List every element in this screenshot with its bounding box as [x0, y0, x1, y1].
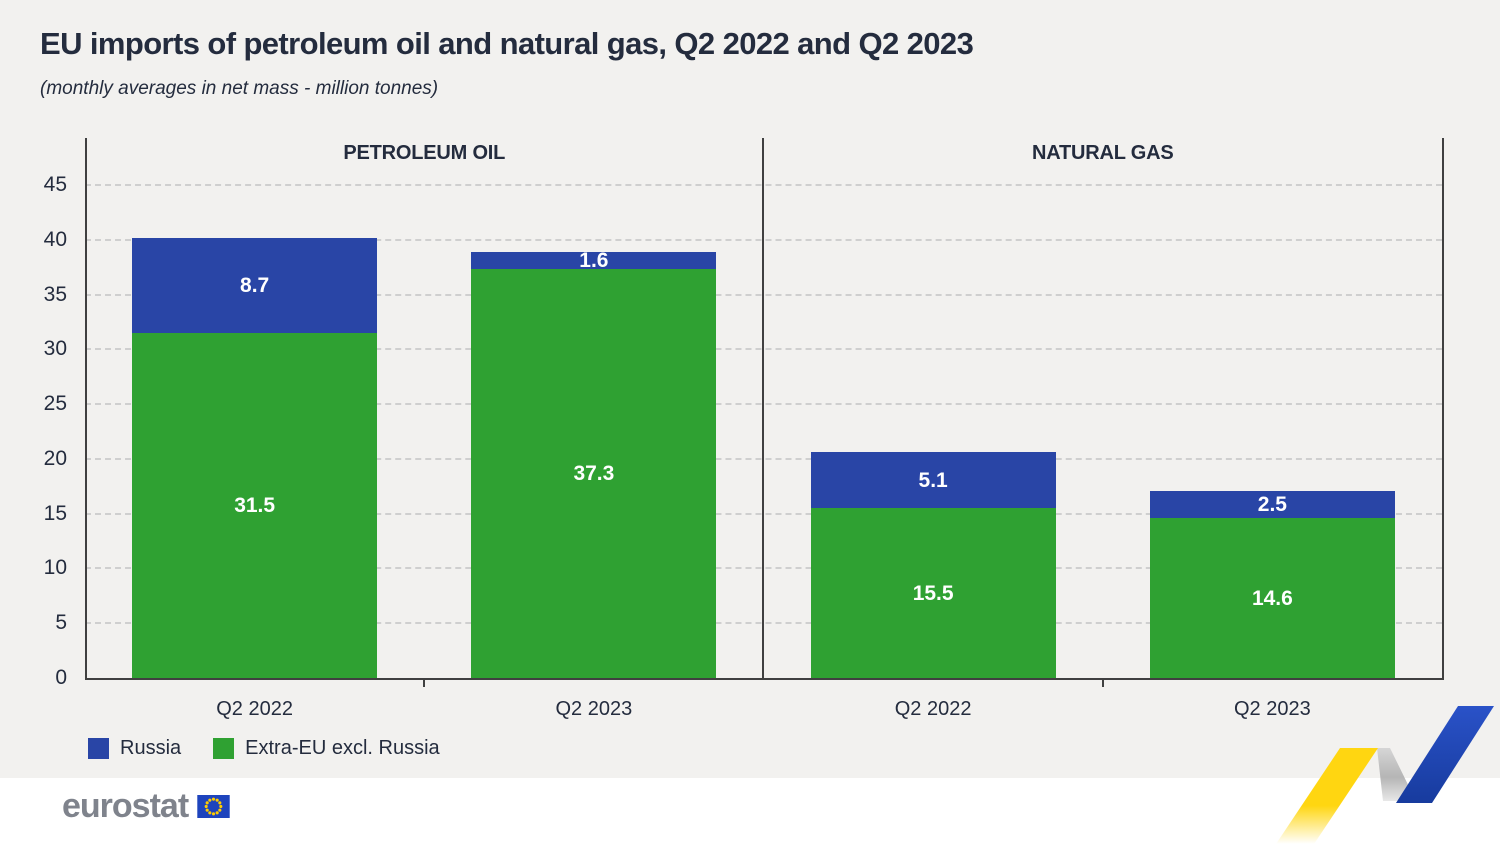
y-axis-line	[85, 138, 87, 678]
legend-item: Extra-EU excl. Russia	[213, 737, 440, 760]
chart-title: EU imports of petroleum oil and natural …	[40, 26, 974, 61]
bar-segment-extra-eu: 14.6	[1149, 518, 1395, 678]
legend-label: Extra-EU excl. Russia	[245, 737, 440, 759]
category-tick	[423, 678, 426, 687]
bar-value-label: 37.3	[573, 462, 615, 486]
bar-value-label: 31.5	[234, 493, 276, 517]
eurostat-logo: eurostat	[62, 789, 230, 823]
y-axis-label: 40	[43, 227, 67, 251]
bar-value-label: 15.5	[912, 581, 954, 605]
legend: Russia Extra-EU excl. Russia	[88, 737, 440, 760]
bar-segment-extra-eu: 15.5	[810, 508, 1056, 678]
y-axis-label: 10	[43, 556, 67, 580]
category-label: Q2 2023	[1234, 698, 1311, 720]
category-label: Q2 2022	[216, 698, 293, 720]
eurostat-logo-text: eurostat	[62, 787, 189, 825]
category-tick	[1101, 678, 1104, 687]
y-axis-label: 30	[43, 337, 67, 361]
y-axis-label: 45	[43, 173, 67, 196]
bar-value-label: 5.1	[918, 468, 948, 492]
y-axis-label: 25	[43, 392, 67, 416]
bar-segment-russia: 5.1	[810, 452, 1056, 509]
bar-segment-russia: 1.6	[471, 249, 717, 273]
bar-value-label: 8.7	[240, 273, 270, 297]
y-axis-label: 5	[55, 611, 67, 635]
plot-right-border	[1442, 138, 1444, 678]
panel-header: NATURAL GAS	[1031, 142, 1174, 164]
bar-value-label: 1.6	[579, 249, 609, 273]
category-label: Q2 2022	[894, 698, 972, 720]
bar-segment-extra-eu: 37.3	[471, 269, 717, 678]
y-axis-label: 15	[43, 501, 67, 525]
bar-value-label: 2.5	[1257, 492, 1287, 516]
bar-value-label: 14.6	[1251, 586, 1293, 610]
y-axis-label: 20	[43, 446, 67, 470]
footer-strip	[0, 778, 1500, 844]
legend-swatch	[88, 738, 109, 759]
chart-subtitle: (monthly averages in net mass - million …	[40, 78, 439, 99]
bar-segment-russia: 2.5	[1149, 490, 1395, 519]
category-label: Q2 2023	[555, 698, 633, 720]
bar-segment-extra-eu: 31.5	[132, 332, 378, 678]
panel-header: PETROLEUM OIL	[343, 142, 506, 164]
panel-divider	[762, 138, 764, 678]
eu-flag-icon	[197, 794, 230, 818]
x-axis-line	[85, 678, 1444, 680]
bar-segment-russia: 8.7	[132, 237, 378, 333]
legend-label: Russia	[120, 737, 182, 759]
legend-swatch	[213, 738, 235, 759]
y-axis-label: 35	[43, 282, 67, 306]
legend-item: Russia	[88, 737, 181, 760]
y-axis-label: 0	[55, 666, 67, 689]
